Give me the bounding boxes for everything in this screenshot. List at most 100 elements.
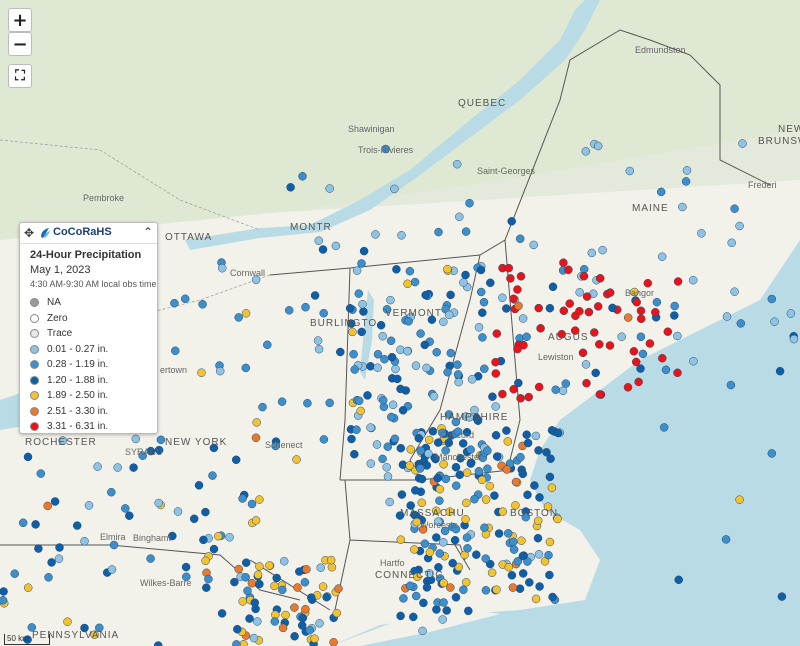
station-marker[interactable]	[438, 615, 447, 624]
station-marker[interactable]	[561, 379, 571, 388]
station-marker[interactable]	[481, 554, 490, 563]
station-marker[interactable]	[295, 567, 304, 576]
station-marker[interactable]	[245, 614, 254, 623]
station-marker[interactable]	[125, 511, 134, 520]
station-marker[interactable]	[775, 366, 785, 376]
station-marker[interactable]	[463, 544, 472, 553]
station-marker[interactable]	[390, 184, 399, 194]
station-marker[interactable]	[451, 524, 461, 534]
station-marker[interactable]	[403, 346, 412, 356]
station-marker[interactable]	[630, 287, 639, 297]
station-marker[interactable]	[107, 565, 117, 574]
station-marker[interactable]	[553, 514, 562, 524]
station-marker[interactable]	[412, 517, 422, 527]
station-marker[interactable]	[303, 398, 312, 408]
station-marker[interactable]	[598, 245, 607, 255]
station-marker[interactable]	[522, 430, 531, 439]
station-marker[interactable]	[657, 252, 667, 261]
station-marker[interactable]	[450, 535, 460, 545]
station-marker[interactable]	[442, 606, 451, 615]
station-marker[interactable]	[314, 344, 324, 354]
station-marker[interactable]	[238, 494, 247, 503]
station-marker[interactable]	[435, 549, 445, 558]
station-marker[interactable]	[465, 198, 474, 208]
station-marker[interactable]	[251, 275, 261, 285]
station-marker[interactable]	[138, 451, 147, 460]
station-marker[interactable]	[461, 515, 470, 524]
station-marker[interactable]	[587, 248, 597, 258]
station-marker[interactable]	[31, 520, 40, 529]
station-marker[interactable]	[247, 499, 257, 509]
station-marker[interactable]	[194, 481, 204, 490]
station-marker[interactable]	[95, 623, 104, 633]
fullscreen-button[interactable]: ⛶	[8, 64, 32, 88]
station-marker[interactable]	[514, 301, 523, 311]
station-marker[interactable]	[444, 310, 454, 320]
station-marker[interactable]	[545, 303, 555, 313]
station-marker[interactable]	[502, 426, 511, 435]
station-marker[interactable]	[522, 332, 531, 342]
station-marker[interactable]	[490, 491, 499, 500]
station-marker[interactable]	[418, 525, 428, 534]
station-marker[interactable]	[421, 290, 430, 300]
station-marker[interactable]	[636, 364, 645, 373]
station-marker[interactable]	[373, 350, 383, 359]
station-marker[interactable]	[428, 427, 438, 436]
station-marker[interactable]	[472, 550, 481, 559]
station-marker[interactable]	[507, 217, 516, 226]
station-marker[interactable]	[518, 469, 528, 479]
station-marker[interactable]	[464, 606, 473, 616]
station-marker[interactable]	[623, 383, 633, 392]
station-marker[interactable]	[504, 562, 514, 572]
station-marker[interactable]	[238, 597, 247, 606]
station-marker[interactable]	[406, 501, 415, 510]
station-marker[interactable]	[466, 445, 475, 454]
station-marker[interactable]	[730, 287, 739, 296]
station-marker[interactable]	[481, 495, 491, 504]
station-marker[interactable]	[625, 166, 635, 176]
station-marker[interactable]	[670, 311, 679, 320]
station-marker[interactable]	[284, 306, 294, 315]
station-marker[interactable]	[392, 265, 401, 274]
station-marker[interactable]	[767, 294, 777, 304]
station-marker[interactable]	[726, 380, 736, 390]
station-marker[interactable]	[298, 172, 307, 181]
station-marker[interactable]	[352, 425, 361, 434]
station-marker[interactable]	[23, 635, 32, 644]
station-marker[interactable]	[581, 360, 591, 369]
station-marker[interactable]	[198, 300, 207, 309]
station-marker[interactable]	[542, 448, 551, 457]
station-marker[interactable]	[491, 431, 501, 440]
station-marker[interactable]	[247, 578, 257, 588]
station-marker[interactable]	[336, 347, 345, 357]
station-marker[interactable]	[319, 435, 329, 444]
station-marker[interactable]	[23, 583, 33, 592]
station-marker[interactable]	[414, 433, 424, 443]
station-marker[interactable]	[466, 459, 476, 468]
station-marker[interactable]	[318, 582, 328, 591]
station-marker[interactable]	[488, 392, 497, 401]
station-marker[interactable]	[533, 516, 543, 526]
station-marker[interactable]	[738, 139, 747, 148]
station-marker[interactable]	[420, 340, 430, 350]
station-marker[interactable]	[433, 473, 442, 483]
station-marker[interactable]	[366, 362, 375, 371]
station-marker[interactable]	[180, 294, 190, 304]
station-marker[interactable]	[431, 506, 441, 516]
station-marker[interactable]	[310, 634, 319, 643]
station-marker[interactable]	[36, 469, 46, 478]
station-marker[interactable]	[217, 609, 227, 618]
station-marker[interactable]	[523, 490, 532, 500]
station-marker[interactable]	[154, 498, 163, 508]
station-marker[interactable]	[531, 431, 541, 441]
station-marker[interactable]	[443, 264, 452, 274]
station-marker[interactable]	[465, 413, 474, 422]
station-marker[interactable]	[146, 554, 155, 563]
station-marker[interactable]	[674, 575, 683, 585]
station-marker[interactable]	[652, 297, 662, 307]
station-marker[interactable]	[314, 236, 324, 245]
station-marker[interactable]	[509, 384, 518, 394]
station-marker[interactable]	[80, 536, 89, 546]
station-marker[interactable]	[636, 314, 646, 324]
station-marker[interactable]	[93, 462, 102, 471]
